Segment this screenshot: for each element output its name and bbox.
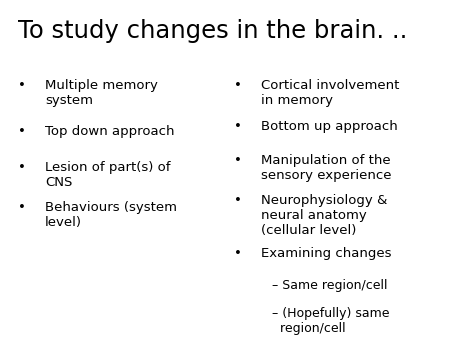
Text: To study changes in the brain. ..: To study changes in the brain. .. <box>18 19 407 43</box>
Text: •: • <box>18 125 26 138</box>
Text: •: • <box>234 154 242 167</box>
Text: – (Hopefully) same
  region/cell: – (Hopefully) same region/cell <box>272 307 390 335</box>
Text: – Same region/cell: – Same region/cell <box>272 279 388 292</box>
Text: •: • <box>18 79 26 92</box>
Text: •: • <box>234 247 242 260</box>
Text: Top down approach: Top down approach <box>45 125 175 138</box>
Text: Cortical involvement
in memory: Cortical involvement in memory <box>261 79 400 107</box>
Text: •: • <box>18 201 26 214</box>
Text: Neurophysiology &
neural anatomy
(cellular level): Neurophysiology & neural anatomy (cellul… <box>261 194 387 237</box>
Text: Lesion of part(s) of
CNS: Lesion of part(s) of CNS <box>45 161 171 189</box>
Text: •: • <box>234 194 242 207</box>
Text: Examining changes: Examining changes <box>261 247 392 260</box>
Text: •: • <box>234 120 242 133</box>
Text: •: • <box>234 79 242 92</box>
Text: Bottom up approach: Bottom up approach <box>261 120 398 133</box>
Text: Manipulation of the
sensory experience: Manipulation of the sensory experience <box>261 154 392 182</box>
Text: •: • <box>18 161 26 173</box>
Text: Behaviours (system
level): Behaviours (system level) <box>45 201 177 229</box>
Text: Multiple memory
system: Multiple memory system <box>45 79 158 107</box>
